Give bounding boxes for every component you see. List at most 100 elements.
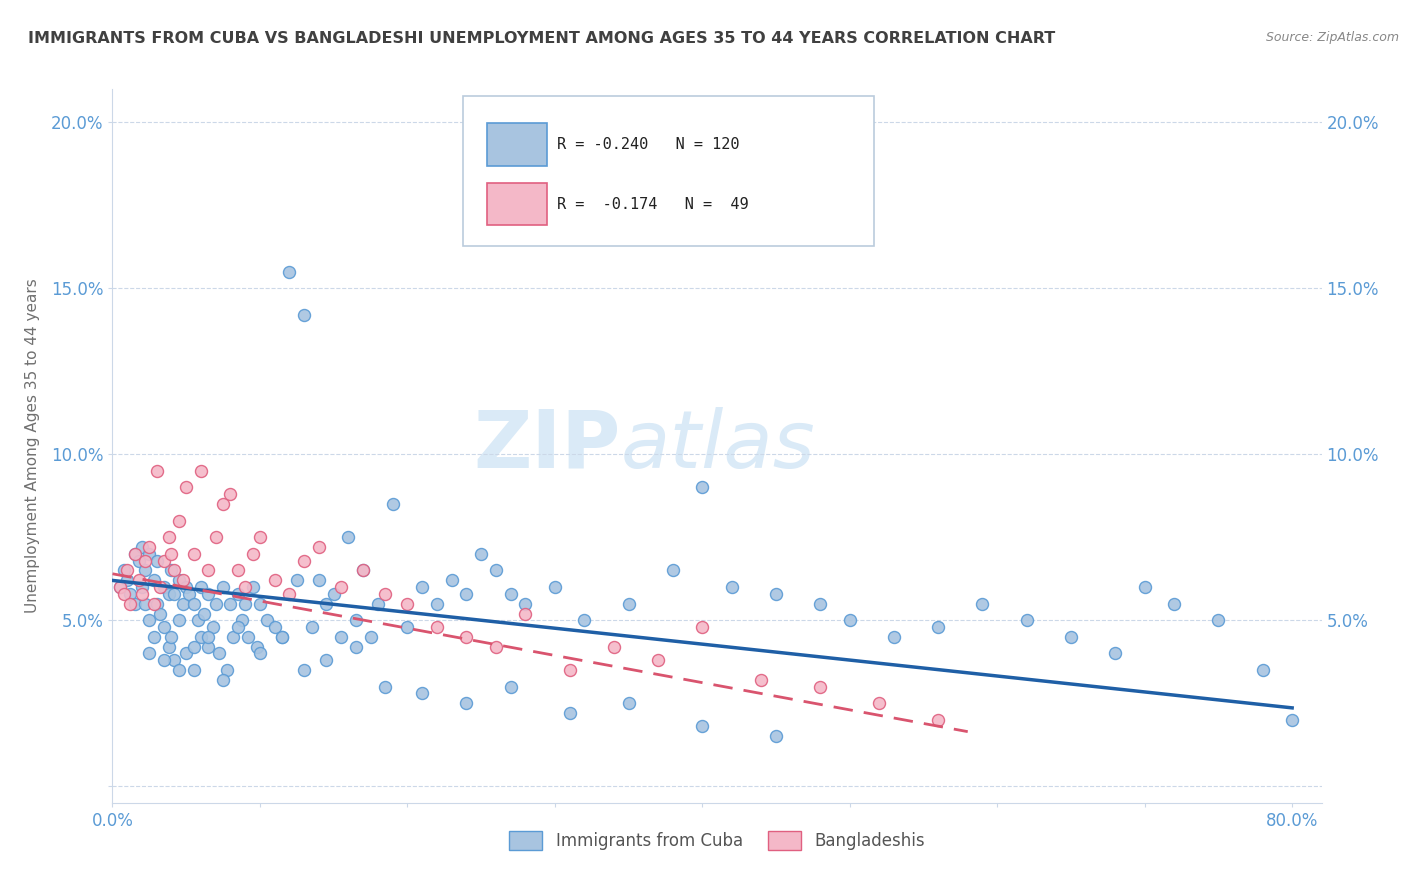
Point [515, 607, 537, 621]
Point [183, 663, 205, 677]
Point [120, 587, 142, 601]
Point [197, 587, 219, 601]
Point [927, 620, 949, 634]
Point [183, 640, 205, 654]
Point [868, 696, 890, 710]
Point [499, 587, 522, 601]
Point [249, 530, 271, 544]
Point [374, 680, 396, 694]
Point [544, 580, 567, 594]
Point [190, 630, 212, 644]
Point [183, 597, 205, 611]
Point [1281, 713, 1303, 727]
Point [115, 574, 138, 588]
Point [222, 630, 245, 644]
Point [142, 574, 165, 588]
Point [187, 613, 209, 627]
Point [485, 564, 508, 578]
Point [411, 686, 433, 700]
Point [131, 580, 153, 594]
Point [128, 553, 150, 567]
Point [149, 580, 172, 594]
Point [360, 630, 382, 644]
Point [344, 640, 367, 654]
Point [315, 597, 337, 611]
Point [142, 630, 165, 644]
Point [120, 597, 142, 611]
Point [308, 540, 330, 554]
Text: Source: ZipAtlas.com: Source: ZipAtlas.com [1265, 31, 1399, 45]
Point [157, 587, 180, 601]
Point [197, 630, 219, 644]
Point [167, 613, 190, 627]
Point [440, 574, 463, 588]
Point [157, 530, 180, 544]
Point [1015, 613, 1038, 627]
Point [603, 640, 626, 654]
Point [163, 653, 186, 667]
Point [193, 607, 215, 621]
Point [808, 680, 831, 694]
Point [226, 620, 249, 634]
Point [322, 587, 344, 601]
Point [720, 580, 742, 594]
Point [190, 580, 212, 594]
Point [256, 613, 278, 627]
Point [1251, 663, 1274, 677]
FancyBboxPatch shape [488, 123, 547, 166]
Point [112, 564, 135, 578]
Point [134, 597, 156, 611]
Point [153, 620, 176, 634]
Text: ZIP: ZIP [472, 407, 620, 485]
Point [396, 597, 419, 611]
Point [426, 597, 449, 611]
Point [145, 597, 167, 611]
Point [330, 580, 353, 594]
Point [337, 530, 360, 544]
Point [1163, 597, 1185, 611]
Point [396, 620, 419, 634]
Point [226, 587, 249, 601]
Point [160, 564, 183, 578]
Point [233, 580, 256, 594]
Text: IMMIGRANTS FROM CUBA VS BANGLADESHI UNEMPLOYMENT AMONG AGES 35 TO 44 YEARS CORRE: IMMIGRANTS FROM CUBA VS BANGLADESHI UNEM… [28, 31, 1056, 46]
Point [197, 640, 219, 654]
Point [838, 613, 860, 627]
Point [167, 574, 190, 588]
FancyBboxPatch shape [488, 183, 547, 225]
Point [249, 647, 271, 661]
Point [301, 620, 323, 634]
Text: R = -0.240   N = 120: R = -0.240 N = 120 [557, 137, 740, 153]
Point [765, 730, 787, 744]
Point [163, 587, 186, 601]
Point [285, 574, 308, 588]
Point [138, 613, 160, 627]
Point [1060, 630, 1083, 644]
Point [145, 464, 167, 478]
Y-axis label: Unemployment Among Ages 35 to 44 years: Unemployment Among Ages 35 to 44 years [25, 278, 39, 614]
Point [456, 630, 478, 644]
Point [1104, 647, 1126, 661]
Point [138, 547, 160, 561]
Point [381, 497, 404, 511]
Point [204, 530, 226, 544]
Point [271, 630, 294, 644]
Point [808, 597, 831, 611]
Point [174, 580, 197, 594]
Point [647, 653, 669, 667]
Point [1133, 580, 1156, 594]
Point [374, 587, 396, 601]
Point [308, 574, 330, 588]
Point [485, 640, 508, 654]
Point [315, 653, 337, 667]
Point [263, 620, 285, 634]
Point [142, 597, 165, 611]
Point [131, 587, 153, 601]
Point [558, 706, 581, 721]
Point [212, 497, 235, 511]
Point [426, 620, 449, 634]
Point [108, 580, 131, 594]
Point [692, 481, 714, 495]
Point [367, 597, 389, 611]
Point [131, 540, 153, 554]
